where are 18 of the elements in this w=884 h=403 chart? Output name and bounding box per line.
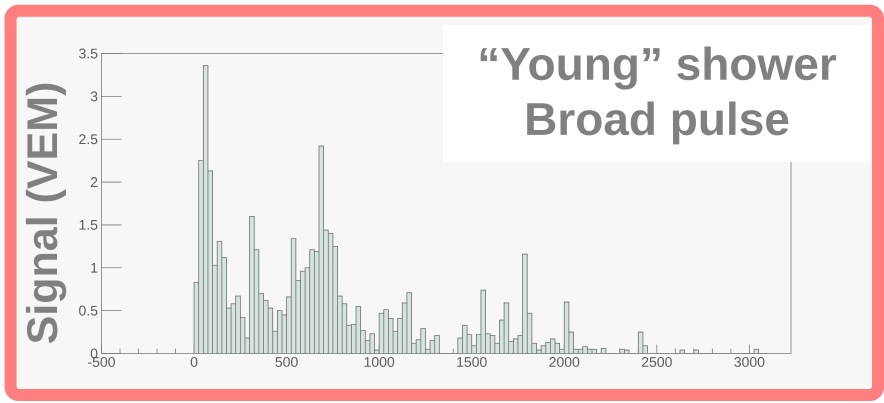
x-tick-label: 3000: [734, 357, 764, 367]
x-tick-label: 500: [275, 357, 298, 367]
annotation: Broad pulse: [527, 102, 788, 144]
x-tick-label: 1500: [457, 357, 487, 367]
x-tick-label: 2500: [642, 357, 672, 367]
x-tick-label: 1000: [364, 357, 394, 367]
annotation: “Young” shower: [480, 46, 836, 90]
x-tick-label: 0: [190, 357, 198, 367]
y-tick-label: 1: [91, 262, 98, 273]
y-tick-label: 1.5: [80, 220, 98, 230]
x-tick-label: 2000: [549, 357, 580, 367]
y-tick-label: 0.5: [79, 306, 98, 316]
x-tick-label: -500: [88, 357, 115, 367]
y-tick-label: 2: [90, 177, 98, 187]
y-tick-label: 3.5: [79, 48, 98, 58]
y-axis-title: Signal (VEM): [26, 84, 66, 344]
y-tick-label: 2.5: [79, 134, 98, 144]
y-tick-label: 3: [90, 91, 98, 102]
